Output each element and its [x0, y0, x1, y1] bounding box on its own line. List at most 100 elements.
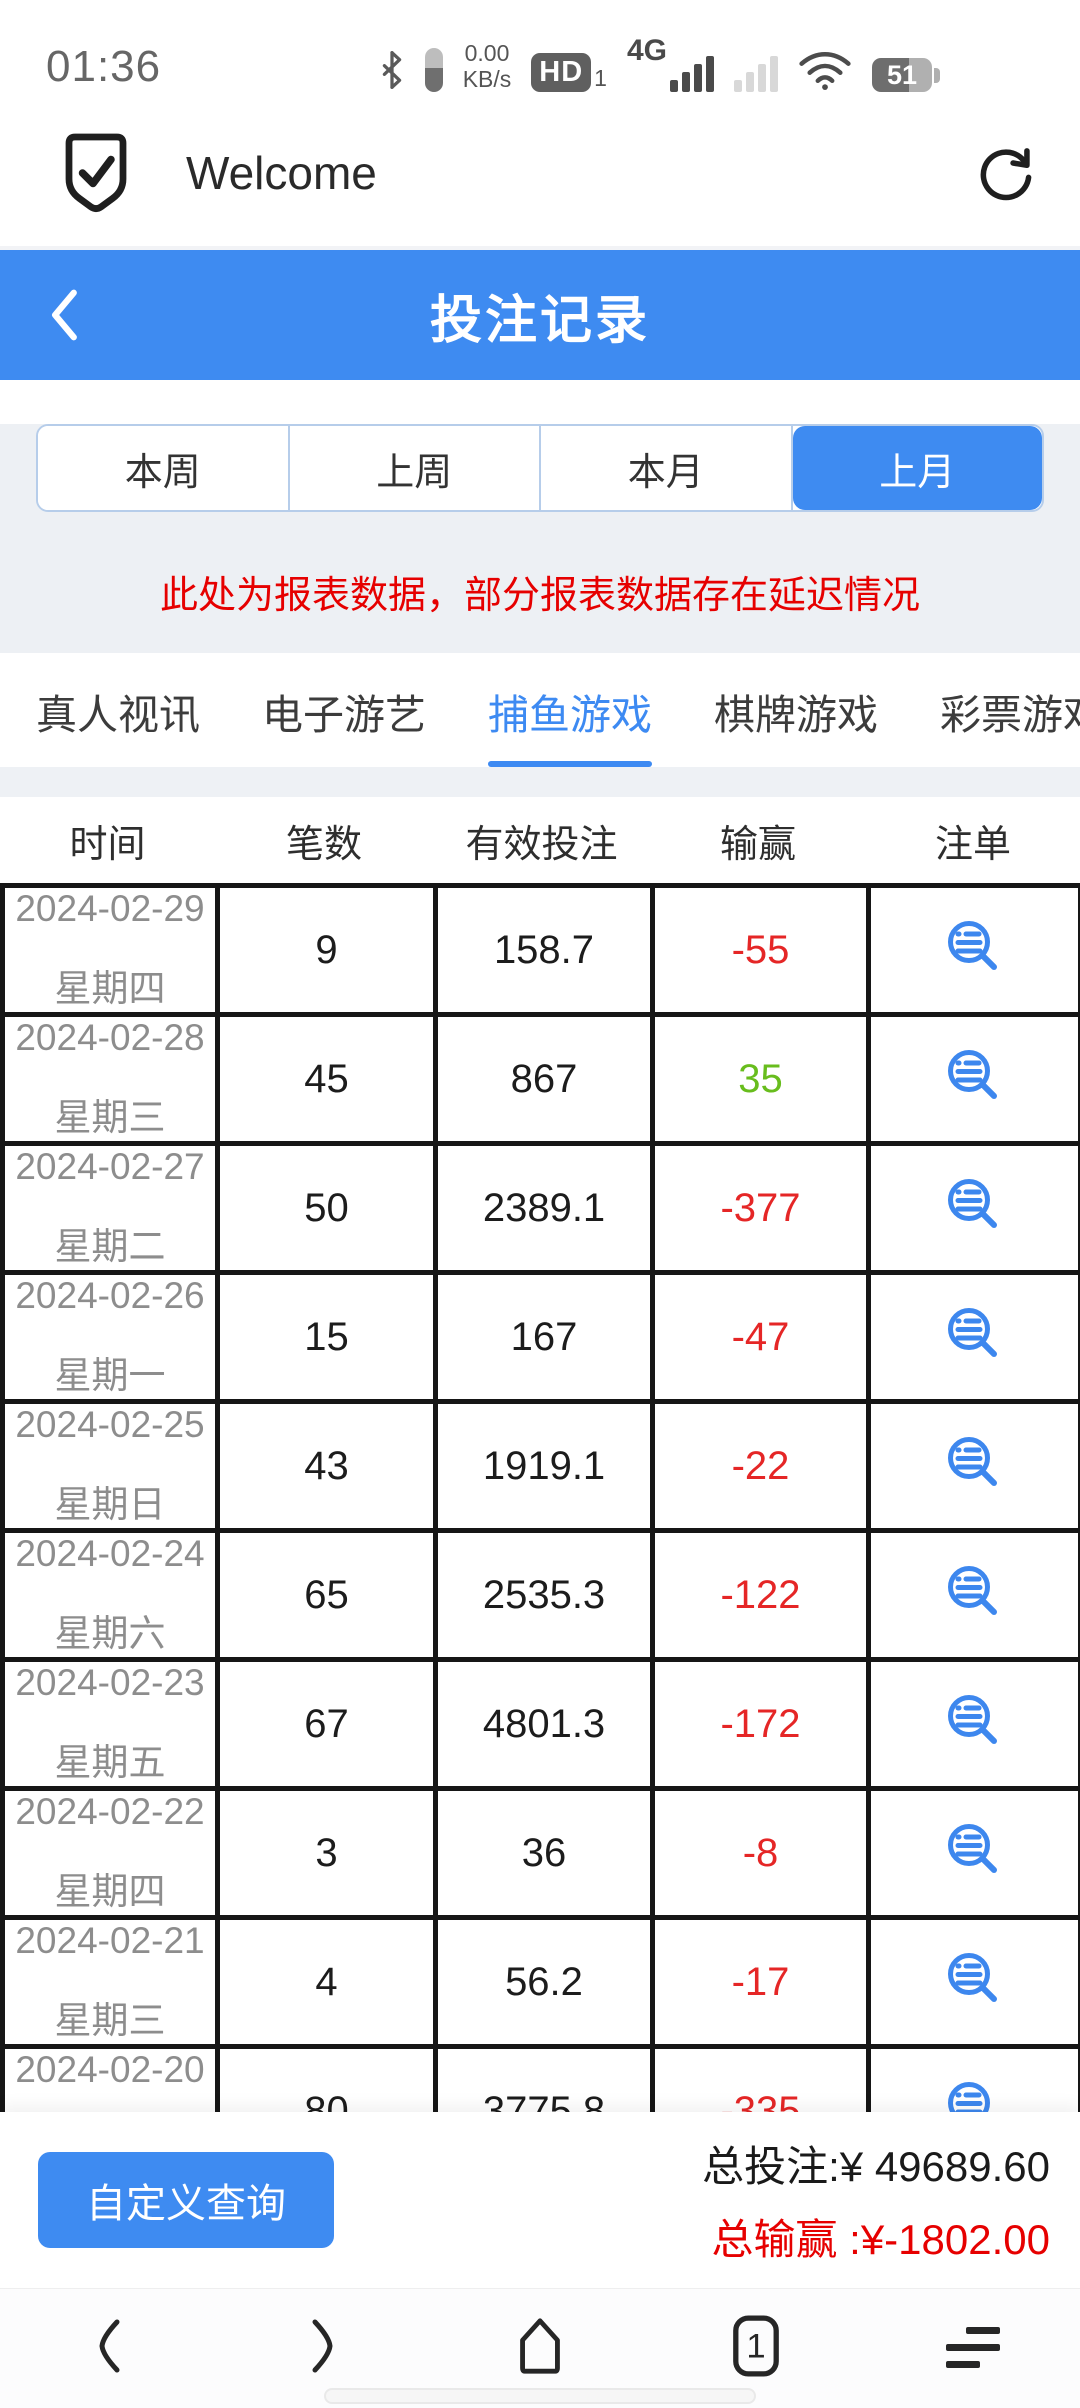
period-tab-last-month[interactable]: 上月: [792, 426, 1042, 510]
row-valid-bet: 167: [433, 1270, 655, 1404]
bt-device-battery-icon: [424, 48, 443, 92]
bet-detail-button[interactable]: [866, 1270, 1080, 1404]
bet-detail-button[interactable]: [866, 1915, 1080, 2049]
bet-detail-button[interactable]: [866, 883, 1080, 1017]
bet-detail-button[interactable]: [866, 1399, 1080, 1533]
home-indicator-handle[interactable]: [324, 2388, 756, 2404]
divider: [0, 767, 1080, 797]
table-row: 2024-02-26 星期一 15 167 -47: [0, 1270, 1080, 1404]
status-bar: 01:36 0.00 KB/s HD 1 4G 51: [0, 0, 1080, 100]
column-header-valid-bet: 有效投注: [465, 823, 618, 866]
nav-home-button[interactable]: [480, 2299, 600, 2399]
chevron-left-icon: [91, 2317, 125, 2380]
row-winloss: -17: [650, 1915, 871, 2049]
game-tab-lottery[interactable]: 彩票游戏: [940, 692, 1080, 738]
bluetooth-icon: [379, 48, 405, 92]
chevron-right-icon: [307, 2317, 341, 2380]
game-tab-fishing[interactable]: 捕鱼游戏: [488, 681, 652, 767]
table-row: 2024-02-24 星期六 65 2535.3 -122: [0, 1528, 1080, 1662]
app-header: 投注记录: [0, 250, 1080, 380]
status-icons: 0.00 KB/s HD 1 4G 51: [379, 34, 940, 92]
totals: 总投注:¥ 49689.60 总输赢 :¥-1802.00: [702, 2133, 1050, 2267]
game-tab-live-casino[interactable]: 真人视讯: [36, 692, 200, 738]
betslip-magnifier-icon: [943, 921, 1007, 970]
row-weekday: 星期六: [54, 1613, 166, 1654]
browser-bottom-nav: 1: [0, 2288, 1080, 2408]
betslip-magnifier-icon: [943, 1179, 1007, 1228]
row-winloss: -172: [650, 1657, 871, 1791]
home-icon: [514, 2315, 566, 2382]
period-tab-group: 本周 上周 本月 上月: [36, 424, 1044, 512]
column-header-betslip: 注单: [934, 823, 1011, 866]
row-winloss: -122: [650, 1528, 871, 1662]
nav-forward-button[interactable]: [264, 2299, 384, 2399]
row-count: 43: [215, 1399, 438, 1533]
row-winloss: -55: [650, 883, 871, 1017]
battery-icon: 51: [872, 58, 940, 92]
betslip-magnifier-icon: [943, 1050, 1007, 1099]
period-tab-this-week[interactable]: 本周: [38, 426, 290, 510]
refresh-icon[interactable]: [976, 142, 1038, 204]
records-table-container[interactable]: 2024-02-29 星期四 9 158.7 -55 2024-02-28 星期…: [0, 883, 1080, 2128]
row-weekday: 星期四: [54, 968, 166, 1009]
row-valid-bet: 56.2: [433, 1915, 655, 2049]
row-weekday: 星期一: [54, 1355, 166, 1396]
clock: 01:36: [46, 42, 162, 91]
row-count: 15: [215, 1270, 438, 1404]
row-date: 2024-02-21: [15, 1920, 205, 1961]
row-winloss: 35: [650, 1012, 871, 1146]
nav-back-button[interactable]: [48, 2299, 168, 2399]
back-icon[interactable]: [48, 287, 80, 343]
row-weekday: 星期三: [54, 2000, 166, 2041]
column-header-count: 笔数: [285, 823, 362, 866]
svg-text:1: 1: [746, 2328, 765, 2366]
nav-menu-button[interactable]: [912, 2299, 1032, 2399]
custom-query-button[interactable]: 自定义查询: [38, 2152, 334, 2248]
row-count: 4: [215, 1915, 438, 2049]
table-row: 2024-02-25 星期日 43 1919.1 -22: [0, 1399, 1080, 1533]
volte-hd-icon: HD 1: [531, 53, 607, 92]
browser-bar: Welcome: [0, 100, 1080, 250]
betslip-magnifier-icon: [943, 1308, 1007, 1357]
bet-detail-button[interactable]: [866, 1657, 1080, 1791]
page-heading: 投注记录: [429, 291, 650, 350]
nav-tabs-button[interactable]: 1: [696, 2299, 816, 2399]
total-bet: 总投注:¥ 49689.60: [702, 2143, 1050, 2190]
row-count: 3: [215, 1786, 438, 1920]
summary-footer: 自定义查询 总投注:¥ 49689.60 总输赢 :¥-1802.00: [0, 2112, 1080, 2288]
content: 本周 上周 本月 上月 此处为报表数据，部分报表数据存在延迟情况 真人视讯 电子…: [0, 424, 1080, 2128]
period-tab-last-week[interactable]: 上周: [289, 426, 541, 510]
row-winloss: -377: [650, 1141, 871, 1275]
table-row: 2024-02-21 星期三 4 56.2 -17: [0, 1915, 1080, 2049]
game-tab-slots[interactable]: 电子游艺: [262, 692, 426, 738]
betslip-magnifier-icon: [943, 1824, 1007, 1873]
records-table: 2024-02-29 星期四 9 158.7 -55 2024-02-28 星期…: [0, 883, 1080, 2128]
row-count: 67: [215, 1657, 438, 1791]
bet-detail-button[interactable]: [866, 1012, 1080, 1146]
row-valid-bet: 2535.3: [433, 1528, 655, 1662]
game-tab-bar: 真人视讯 电子游艺 捕鱼游戏 棋牌游戏 彩票游戏: [0, 653, 1080, 767]
row-date: 2024-02-27: [15, 1146, 205, 1187]
row-date: 2024-02-28: [15, 1017, 205, 1058]
column-header-time: 时间: [69, 823, 146, 866]
period-tab-this-month[interactable]: 本月: [541, 426, 793, 510]
row-weekday: 星期二: [54, 1226, 166, 1267]
row-valid-bet: 4801.3: [433, 1657, 655, 1791]
game-tab-board-games[interactable]: 棋牌游戏: [714, 692, 878, 738]
row-date: 2024-02-25: [15, 1404, 205, 1445]
table-row: 2024-02-29 星期四 9 158.7 -55: [0, 883, 1080, 1017]
row-date: 2024-02-26: [15, 1275, 205, 1316]
table-header: 时间 笔数 有效投注 输赢 注单: [0, 797, 1080, 883]
row-weekday: 星期五: [54, 1742, 166, 1783]
row-count: 9: [215, 883, 438, 1017]
bet-detail-button[interactable]: [866, 1786, 1080, 1920]
betslip-magnifier-icon: [943, 1566, 1007, 1615]
row-valid-bet: 1919.1: [433, 1399, 655, 1533]
site-security-shield-icon[interactable]: [58, 131, 134, 215]
row-date: 2024-02-23: [15, 1662, 205, 1703]
cellular-signal-sim1-icon: 4G: [627, 34, 714, 92]
table-row: 2024-02-23 星期五 67 4801.3 -172: [0, 1657, 1080, 1791]
bet-detail-button[interactable]: [866, 1141, 1080, 1275]
bet-detail-button[interactable]: [866, 1528, 1080, 1662]
row-winloss: -47: [650, 1270, 871, 1404]
